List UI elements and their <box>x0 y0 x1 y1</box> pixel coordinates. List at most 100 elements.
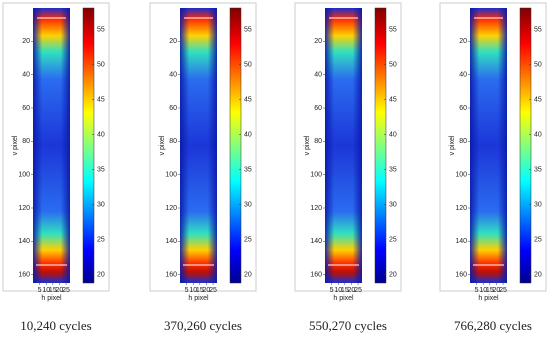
y-tick-label: 20 <box>169 38 177 45</box>
colorbar-tick-label: 30 <box>97 201 105 208</box>
y-tick-label: 140 <box>310 238 322 245</box>
y-tick-label: 120 <box>310 205 322 212</box>
colorbar-tick-label: 35 <box>244 166 252 173</box>
y-tick-label: 120 <box>455 205 467 212</box>
thermal-edge <box>33 8 70 283</box>
colorbar-tick-label: 40 <box>244 131 252 138</box>
x-tick-label: 20 <box>203 287 211 294</box>
x-tick-label: 10 <box>479 287 487 294</box>
colorbar <box>374 7 387 284</box>
colorbar-tick-label: 20 <box>534 271 542 278</box>
y-tick-label: 40 <box>22 72 30 79</box>
y-tick-label: 80 <box>22 138 30 145</box>
x-tick-label: 15 <box>49 287 57 294</box>
colorbar-tick-label: 55 <box>97 27 105 34</box>
y-tick-label: 40 <box>314 72 322 79</box>
colorbar-tick-label: 35 <box>389 166 397 173</box>
x-tick-label: 20 <box>348 287 356 294</box>
thermal-edge <box>470 8 507 283</box>
colorbar-tick-label: 45 <box>244 97 252 104</box>
x-tick-label: 5 <box>475 287 479 294</box>
y-tick-label: 80 <box>314 138 322 145</box>
y-tick-label: 160 <box>18 272 30 279</box>
colorbar <box>519 7 532 284</box>
caption: 550,270 cycles <box>309 318 387 333</box>
x-tick-label: 10 <box>42 287 50 294</box>
x-axis-label: h pixel <box>41 295 62 302</box>
x-tick-label: 25 <box>62 287 70 294</box>
y-tick-label: 40 <box>169 72 177 79</box>
y-tick-label: 120 <box>165 205 177 212</box>
x-tick-label: 25 <box>209 287 217 294</box>
y-tick-label: 100 <box>18 172 30 179</box>
x-tick-label: 25 <box>354 287 362 294</box>
colorbar-tick-label: 55 <box>244 27 252 34</box>
x-tick-label: 15 <box>341 287 349 294</box>
y-tick-label: 160 <box>310 272 322 279</box>
colorbar-tick-label: 25 <box>97 236 105 243</box>
colorbar-tick-label: 40 <box>534 131 542 138</box>
colorbar-tick-label: 40 <box>97 131 105 138</box>
y-tick-label: 140 <box>165 238 177 245</box>
caption: 766,280 cycles <box>454 318 532 333</box>
x-tick-label: 15 <box>486 287 494 294</box>
colorbar-tick-label: 30 <box>389 201 397 208</box>
colorbar-tick-label: 20 <box>389 271 397 278</box>
colorbar-tick-label: 50 <box>244 62 252 69</box>
colorbar <box>229 7 242 284</box>
x-tick-label: 20 <box>56 287 64 294</box>
y-tick-label: 60 <box>169 105 177 112</box>
x-axis-label: h pixel <box>333 295 354 302</box>
y-tick-label: 20 <box>22 38 30 45</box>
colorbar-tick-label: 25 <box>534 236 542 243</box>
x-tick-label: 5 <box>185 287 189 294</box>
colorbar-tick-label: 50 <box>97 62 105 69</box>
caption: 370,260 cycles <box>164 318 242 333</box>
y-axis-label: v pixel <box>12 135 19 155</box>
colorbar-tick-label: 35 <box>534 166 542 173</box>
x-tick-label: 20 <box>493 287 501 294</box>
colorbar-tick-label: 20 <box>244 271 252 278</box>
y-tick-label: 20 <box>459 38 467 45</box>
x-tick-label: 25 <box>499 287 507 294</box>
colorbar-tick-label: 20 <box>97 271 105 278</box>
x-axis-label: h pixel <box>188 295 209 302</box>
y-tick-label: 80 <box>169 138 177 145</box>
y-tick-label: 160 <box>455 272 467 279</box>
colorbar-tick-label: 50 <box>389 62 397 69</box>
y-axis-label: v pixel <box>304 135 311 155</box>
y-tick-label: 100 <box>455 172 467 179</box>
y-tick-label: 60 <box>22 105 30 112</box>
y-tick-label: 80 <box>459 138 467 145</box>
x-tick-label: 15 <box>196 287 204 294</box>
colorbar-tick-label: 50 <box>534 62 542 69</box>
y-axis-label: v pixel <box>159 135 166 155</box>
thermal-edge <box>325 8 362 283</box>
colorbar-tick-label: 45 <box>97 97 105 104</box>
colorbar-tick-label: 30 <box>534 201 542 208</box>
y-axis-label: v pixel <box>449 135 456 155</box>
x-tick-label: 5 <box>330 287 334 294</box>
colorbar-tick-label: 40 <box>389 131 397 138</box>
y-tick-label: 100 <box>165 172 177 179</box>
y-tick-label: 60 <box>314 105 322 112</box>
y-tick-label: 40 <box>459 72 467 79</box>
colorbar-tick-label: 25 <box>244 236 252 243</box>
y-tick-label: 20 <box>314 38 322 45</box>
colorbar-tick-label: 35 <box>97 166 105 173</box>
colorbar-tick-label: 55 <box>389 27 397 34</box>
x-axis-label: h pixel <box>478 295 499 302</box>
y-tick-label: 120 <box>18 205 30 212</box>
colorbar-tick-label: 45 <box>534 97 542 104</box>
thermal-edge <box>180 8 217 283</box>
colorbar-tick-label: 45 <box>389 97 397 104</box>
y-tick-label: 140 <box>455 238 467 245</box>
y-tick-label: 160 <box>165 272 177 279</box>
x-tick-label: 10 <box>189 287 197 294</box>
x-tick-label: 10 <box>334 287 342 294</box>
